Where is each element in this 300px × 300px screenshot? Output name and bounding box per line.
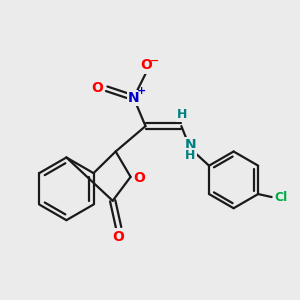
Text: O: O <box>133 171 145 185</box>
Text: Cl: Cl <box>274 191 288 204</box>
Text: N: N <box>128 91 140 105</box>
Text: −: − <box>150 56 159 66</box>
Text: N: N <box>184 138 196 152</box>
Text: O: O <box>140 58 152 73</box>
Text: +: + <box>137 86 147 96</box>
Text: H: H <box>185 148 196 162</box>
Text: H: H <box>177 108 187 121</box>
Text: O: O <box>91 81 103 95</box>
Text: O: O <box>113 230 124 244</box>
